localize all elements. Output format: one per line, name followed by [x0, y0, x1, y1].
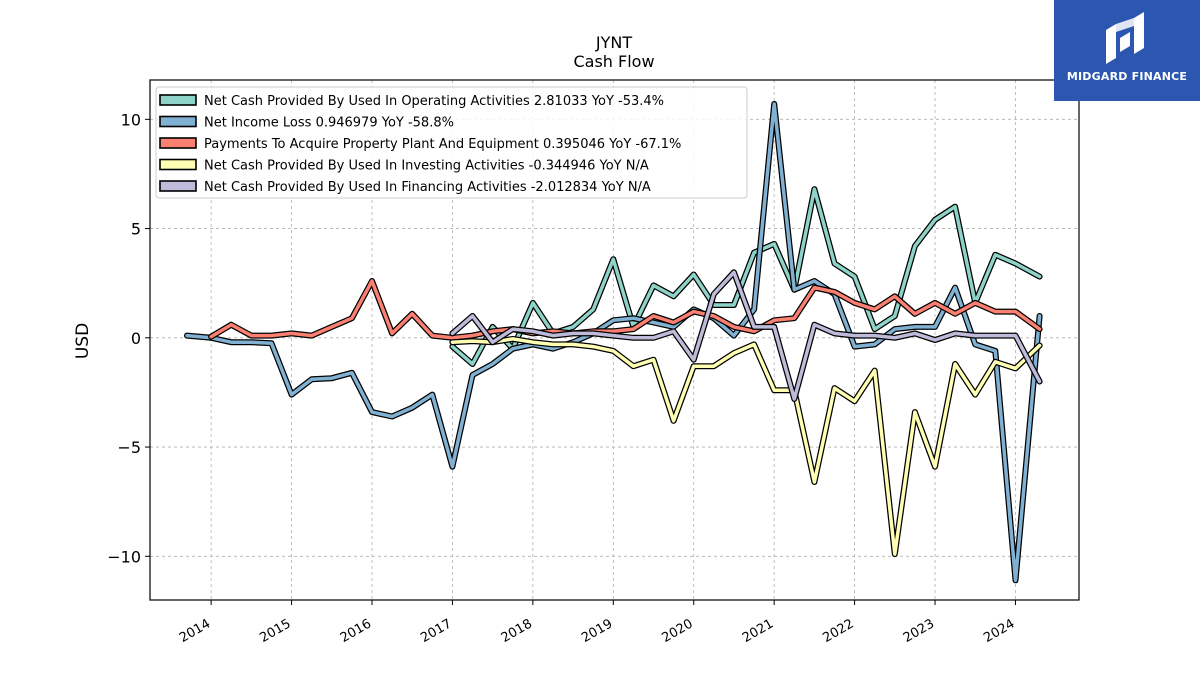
x-tick-label: 2020	[660, 616, 696, 646]
series-outline-3	[449, 335, 1043, 558]
y-tick-label: −10	[107, 547, 141, 566]
brand-name: MIDGARD FINANCE	[1066, 70, 1188, 83]
legend-entry-3: Net Cash Provided By Used In Investing A…	[204, 159, 649, 174]
plot-frame	[149, 79, 1080, 601]
legend-swatch-2	[159, 137, 197, 149]
legend-entry-2: Payments To Acquire Property Plant And E…	[204, 137, 681, 152]
x-axis-ticks: 2014 2015 2016 2017 2018 2019 2020 2021 2022 2023…	[177, 600, 1017, 646]
x-tick-label: 2021	[740, 616, 776, 646]
chart-title: JYNT	[595, 33, 632, 52]
legend-swatch-1	[159, 115, 197, 128]
y-axis-ticks: −10 −5 0 5 10	[107, 110, 150, 566]
brand-logo: MIDGARD FINANCE	[1054, 0, 1200, 101]
x-tick-label: 2014	[177, 616, 213, 646]
legend-entry-1: Net Income Loss 0.946979 YoY -58.8%	[204, 116, 454, 131]
series-line-2	[209, 279, 1042, 340]
midgard-logo-icon	[1106, 12, 1144, 64]
x-tick-label: 2015	[257, 616, 293, 646]
series-line-4	[450, 270, 1042, 401]
legend-swatch-0	[159, 94, 197, 106]
chart-subtitle: Cash Flow	[573, 52, 654, 71]
x-tick-label: 2022	[820, 616, 856, 646]
legend-swatch-4	[159, 180, 197, 192]
y-tick-label: 5	[131, 220, 141, 239]
series-line-3	[450, 337, 1042, 556]
y-axis-label: USD	[73, 323, 93, 359]
series-lines	[184, 101, 1043, 584]
legend: Net Cash Provided By Used In Operating A…	[155, 86, 748, 199]
y-tick-label: 10	[121, 110, 141, 129]
y-tick-label: 0	[131, 329, 141, 348]
legend-entry-0: Net Cash Provided By Used In Operating A…	[204, 94, 664, 109]
x-tick-label: 2024	[981, 616, 1017, 646]
y-tick-label: −5	[117, 438, 141, 457]
x-tick-label: 2018	[499, 616, 535, 646]
legend-swatch-3	[159, 158, 197, 171]
x-tick-label: 2016	[338, 616, 374, 646]
series-line-1	[185, 102, 1042, 583]
series-line-0	[450, 187, 1042, 366]
x-tick-label: 2023	[901, 616, 937, 646]
legend-entry-4: Net Cash Provided By Used In Financing A…	[204, 180, 651, 195]
x-tick-label: 2019	[579, 616, 615, 646]
legend-box	[155, 86, 748, 199]
x-tick-label: 2017	[418, 616, 454, 646]
